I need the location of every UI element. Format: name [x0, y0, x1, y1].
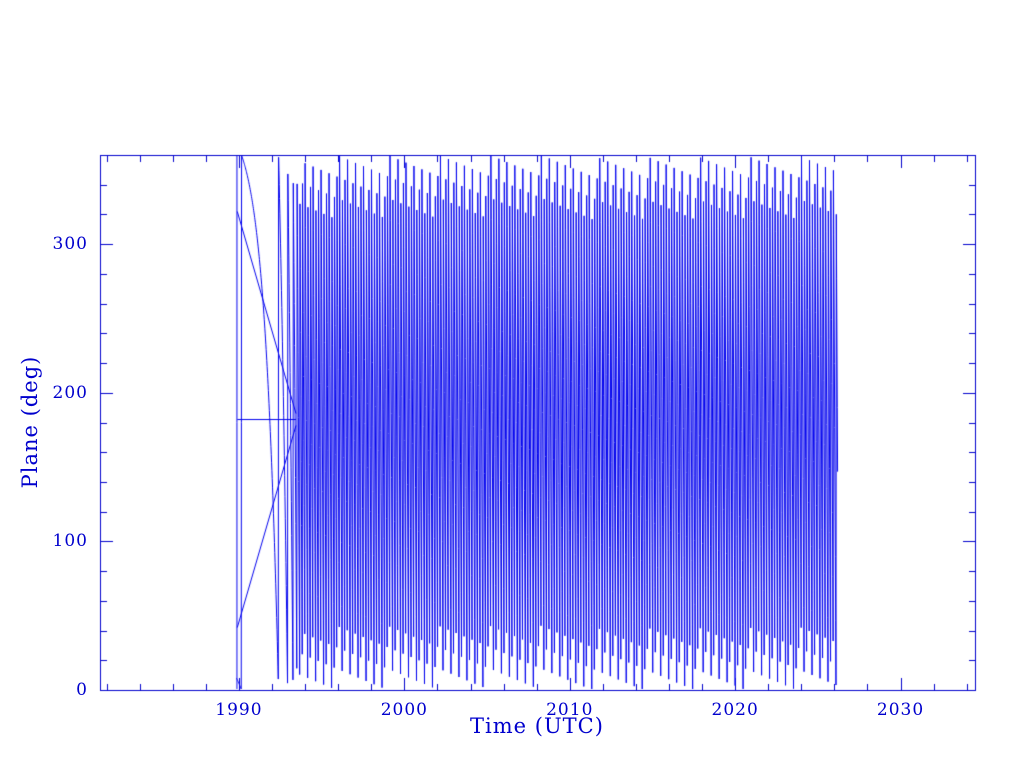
y-axis-label: Plane (deg): [18, 355, 42, 489]
x-axis-label: Time (UTC): [470, 714, 604, 738]
